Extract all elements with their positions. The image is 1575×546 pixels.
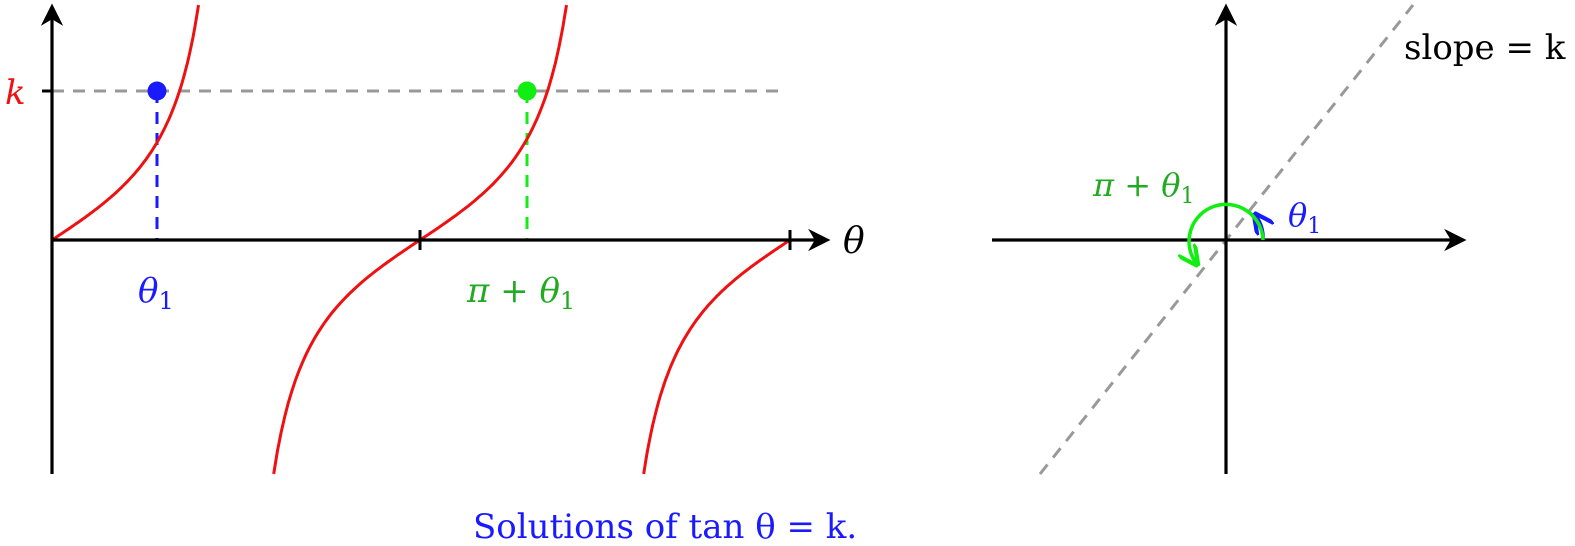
tan-curve-branch-3: [642, 238, 791, 475]
right-pi-theta1-label: π + θ1: [1092, 166, 1194, 209]
tan-curve-branch-1: [51, 4, 200, 242]
right-plot: slope = k π + θ1 θ1: [992, 3, 1566, 475]
caption: Solutions of tan θ = k.: [473, 507, 857, 546]
right-theta1-label: θ1: [1288, 196, 1321, 239]
slope-label: slope = k: [1404, 28, 1566, 68]
pi-theta1-point: [517, 81, 537, 101]
theta1-label: θ1: [138, 271, 174, 315]
left-plot: k θ θ1 π + θ1: [5, 3, 865, 475]
theta-axis-label: θ: [843, 221, 865, 262]
pi-theta1-label: π + θ1: [466, 271, 575, 315]
k-label: k: [5, 73, 26, 113]
theta1-point: [147, 81, 167, 101]
pi-theta1-angle-arc: [1189, 202, 1265, 263]
